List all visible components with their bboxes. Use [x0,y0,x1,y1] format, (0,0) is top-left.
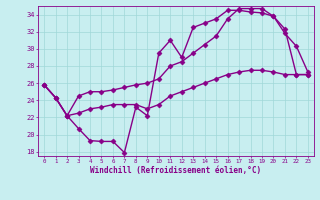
X-axis label: Windchill (Refroidissement éolien,°C): Windchill (Refroidissement éolien,°C) [91,166,261,175]
